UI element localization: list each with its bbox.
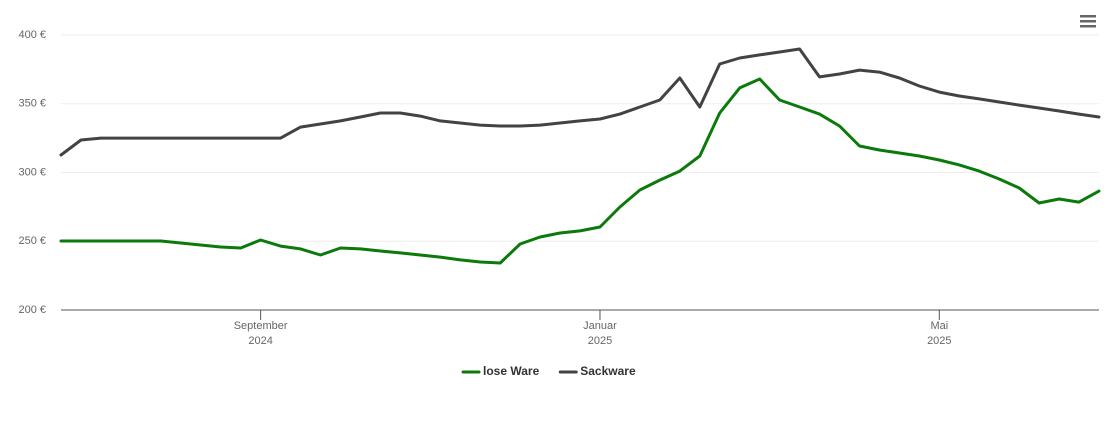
line xyxy=(59,47,1101,157)
menu-icon[interactable] xyxy=(1080,15,1096,28)
y-tick-label: 400 € xyxy=(18,29,46,41)
x-tick-label: 2025 xyxy=(588,335,612,347)
y-tick-label: 250 € xyxy=(18,235,46,247)
legend: lose Ware Sackware xyxy=(461,364,636,378)
x-tick-label: Mai xyxy=(930,320,948,332)
y-tick-label: 350 € xyxy=(18,98,46,110)
line xyxy=(59,77,1101,265)
x-tick-label: 2025 xyxy=(927,335,951,347)
y-tick-label: 200 € xyxy=(18,304,46,316)
x-tick-label: 2024 xyxy=(248,335,272,347)
y-tick-label: 300 € xyxy=(18,166,46,178)
x-tick-label: Januar xyxy=(583,320,617,332)
legend-label: Sackware xyxy=(580,364,636,378)
x-tick-label: September xyxy=(234,320,288,332)
legend-label: lose Ware xyxy=(483,364,540,378)
